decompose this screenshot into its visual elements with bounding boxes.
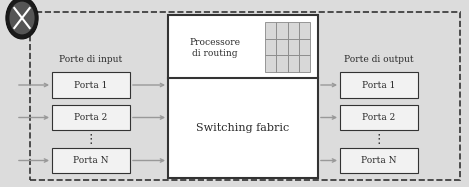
Bar [287,55,299,72]
Bar [30,12,460,180]
Bar [52,105,130,130]
Bar [340,148,418,173]
Text: Porta 1: Porta 1 [74,80,108,90]
Bar [340,72,418,98]
Text: ⋮: ⋮ [85,133,97,145]
Bar [287,39,299,55]
Bar [265,39,276,55]
Text: Porta N: Porta N [73,156,109,165]
Bar [168,15,318,178]
Bar [299,22,310,39]
Text: Porta 1: Porta 1 [363,80,396,90]
Text: Porte di input: Porte di input [60,56,122,65]
Text: Porta 2: Porta 2 [363,113,396,122]
Bar [52,72,130,98]
Bar [265,22,276,39]
Bar [299,55,310,72]
Ellipse shape [6,0,38,39]
Bar [299,39,310,55]
Text: Switching fabric: Switching fabric [197,123,290,133]
Bar [276,39,287,55]
Text: Porta N: Porta N [361,156,397,165]
Text: Porta 2: Porta 2 [75,113,107,122]
Text: ⋮: ⋮ [373,133,385,145]
Text: Processore
di routing: Processore di routing [189,38,241,58]
Bar [287,22,299,39]
Bar [52,148,130,173]
Text: Porte di output: Porte di output [344,56,414,65]
Ellipse shape [9,2,35,34]
Bar [276,22,287,39]
Bar [340,105,418,130]
Bar [265,55,276,72]
Bar [276,55,287,72]
